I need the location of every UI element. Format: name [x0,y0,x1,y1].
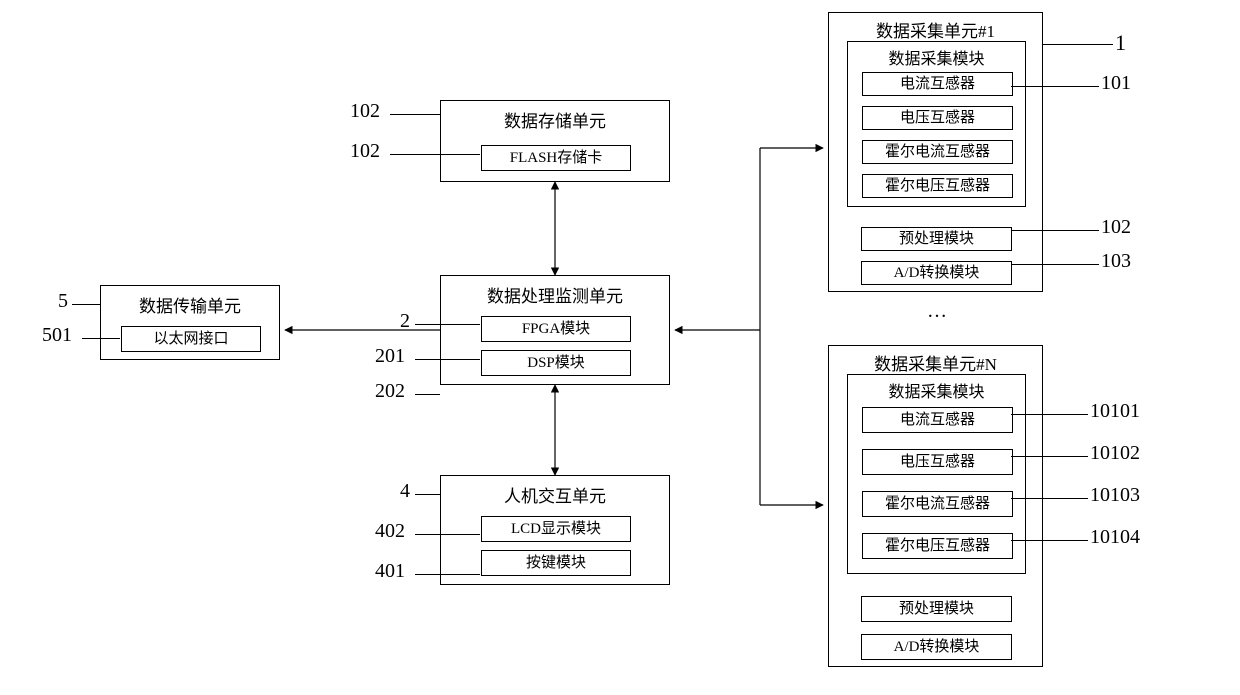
connectors [0,0,1240,695]
